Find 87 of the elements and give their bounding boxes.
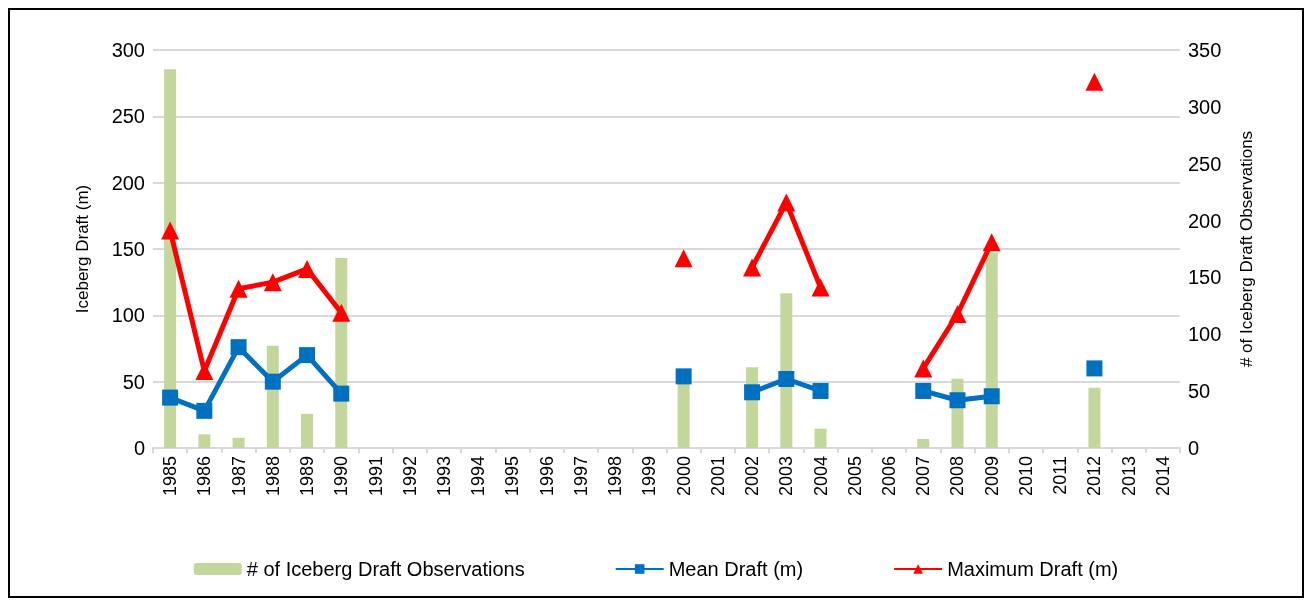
point [743,258,762,277]
x-tick-label: 1988 [262,456,283,497]
point [195,362,214,381]
point [675,368,692,385]
y-tick-label: 0 [133,437,145,459]
bar [917,438,930,448]
x-tick-label: 1991 [365,456,386,497]
point [949,392,966,409]
point [1086,360,1103,377]
bar [985,252,998,448]
legend-label: Maximum Draft (m) [947,558,1119,580]
x-tick-label: 2003 [776,456,797,497]
bar [677,383,690,448]
x-tick-label: 2007 [913,456,934,497]
point [778,371,795,388]
point [263,273,282,292]
point [162,389,179,406]
y2-axis-title: # of Iceberg Draft Observations [1237,130,1256,368]
y2-tick-label: 150 [1188,266,1222,289]
point [983,388,1000,405]
y2-tick-label: 300 [1188,95,1222,118]
point [1085,72,1104,91]
x-tick-label: 1987 [228,456,249,497]
x-tick-label: 2002 [742,456,763,497]
point [914,359,933,378]
point [298,259,317,278]
bar [232,437,245,448]
y2-tick-label: 0 [1188,437,1200,459]
x-tick-label: 2014 [1152,456,1173,497]
bar [1088,387,1101,448]
x-tick-label: 1994 [468,456,489,497]
x-tick-label: 1993 [433,456,454,497]
y-tick-label: 200 [111,171,145,194]
x-tick-label: 1992 [399,456,420,497]
point [332,303,351,322]
point [196,402,213,419]
point [811,278,830,297]
x-tick-label: 1996 [536,456,557,497]
x-tick-label: 1985 [160,456,181,497]
x-tick-label: 1995 [502,456,523,497]
legend-label: Mean Draft (m) [668,558,804,580]
bar [780,293,793,448]
x-tick-label: 2006 [879,456,900,497]
x-tick-label: 2010 [1015,456,1036,497]
point [744,384,761,401]
x-tick-label: 2011 [1050,456,1071,495]
x-tick-label: 1990 [331,456,352,497]
y2-tick-label: 350 [1188,39,1222,61]
x-tick-label: 2009 [981,456,1002,497]
y-axis-title: Iceberg Draft (m) [73,184,92,314]
x-tick-label: 2005 [844,456,865,497]
x-tick-label: 2001 [707,456,728,497]
bar [814,428,827,448]
y2-tick-label: 100 [1188,323,1222,346]
point [230,339,247,356]
point [299,347,316,364]
y-tick-label: 250 [111,105,145,128]
x-tick-label: 2008 [947,456,968,497]
point [915,382,932,399]
y2-tick-label: 50 [1188,380,1211,403]
x-tick-label: 2013 [1118,456,1139,497]
x-tick-label: 1989 [297,456,318,497]
y-tick-label: 300 [111,39,145,61]
point [229,279,248,298]
x-tick-label: 2000 [673,456,694,497]
point [333,385,350,402]
bar [198,434,211,448]
point [264,373,281,390]
x-tick-label: 1999 [639,456,660,497]
point [948,305,967,324]
y-tick-label: 150 [111,238,145,260]
legend-label: # of Iceberg Draft Observations [246,558,525,580]
x-tick-label: 1986 [194,456,215,497]
y2-tick-label: 200 [1188,209,1222,232]
bar [301,413,314,448]
x-tick-label: 1998 [605,456,626,497]
x-tick-label: 2012 [1084,456,1105,497]
point [777,193,796,212]
y-tick-label: 100 [111,304,145,327]
x-tick-label: 1997 [570,456,591,497]
y2-tick-label: 250 [1188,152,1222,175]
y-tick-label: 50 [122,370,145,393]
point [812,382,829,399]
point [982,233,1001,252]
point [161,221,180,240]
x-tick-label: 2004 [810,456,831,497]
point [674,249,693,268]
